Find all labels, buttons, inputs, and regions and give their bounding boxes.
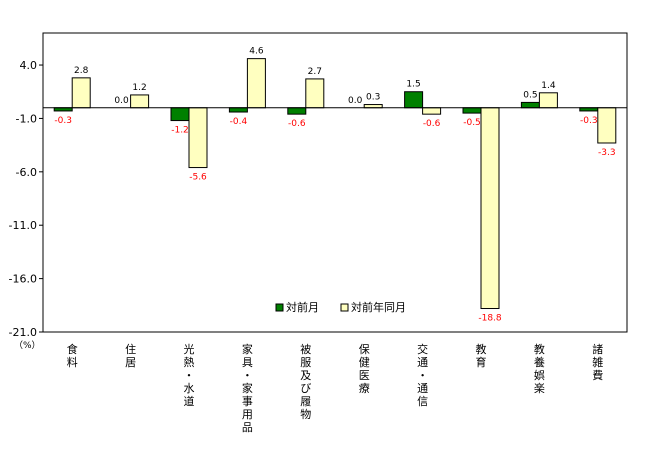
bar-month-over-month	[170, 107, 190, 122]
y-tick-label: -16.0	[9, 273, 37, 286]
bar-month-over-month	[462, 107, 482, 114]
x-category-label: 光熱・水道	[184, 342, 195, 408]
legend-swatch-month-over-month	[275, 303, 284, 312]
y-axis: 4.0 -1.0 -6.0 -11.0 -16.0 -21.0	[9, 59, 43, 339]
plot-area	[42, 32, 628, 333]
bar-year-over-year	[422, 107, 442, 115]
data-label: -5.6	[189, 173, 207, 183]
y-tick-label: -11.0	[9, 219, 37, 232]
x-category-label: 教養娯楽	[534, 343, 545, 395]
y-unit-label: （%）	[14, 340, 41, 351]
data-label: 2.7	[308, 67, 322, 77]
x-category-label: 家具・家事用品	[242, 342, 253, 434]
bar-month-over-month	[520, 101, 540, 109]
data-label: -18.8	[478, 314, 502, 324]
data-label: 0.0	[348, 96, 363, 106]
y-tick-label: -21.0	[9, 326, 37, 339]
y-tick-label: 4.0	[20, 59, 38, 72]
bar-month-over-month	[287, 107, 307, 115]
y-tick-label: -1.0	[16, 112, 37, 125]
data-label: 1.2	[132, 83, 146, 93]
legend: 対前月 対前年同月	[275, 300, 406, 314]
x-category-label: 保健医療	[359, 342, 370, 395]
data-label: -0.6	[423, 119, 441, 129]
bar-year-over-year	[597, 107, 617, 144]
bars	[43, 58, 627, 310]
x-category-label: 被服及び履物	[300, 343, 311, 421]
y-tick-label: -6.0	[16, 166, 37, 179]
data-label: -0.6	[288, 119, 306, 129]
bar-year-over-year	[71, 77, 91, 109]
legend-swatch-year-over-year	[340, 303, 349, 312]
bar-month-over-month	[228, 107, 248, 113]
bar-year-over-year	[130, 94, 150, 109]
data-label: -1.2	[171, 126, 189, 136]
data-label: 1.4	[541, 81, 556, 91]
bar-year-over-year	[538, 92, 558, 109]
legend-label: 対前月	[286, 300, 319, 314]
plot-border	[42, 32, 628, 333]
x-category-label: 住居	[125, 342, 136, 369]
data-label: -0.3	[580, 116, 598, 126]
x-category-label: 食料	[67, 342, 78, 369]
x-axis: 食料 住居 光熱・水道 家具・家事用品 被服及び履物 保健医療 交通・通信 教育 教養娯楽 諸雑費	[67, 342, 604, 434]
bar-year-over-year	[246, 58, 266, 109]
data-label: -0.4	[230, 117, 248, 127]
bar-month-over-month	[404, 91, 424, 109]
data-label: 0.5	[523, 90, 537, 100]
bar-year-over-year	[480, 107, 500, 310]
bar-year-over-year	[188, 107, 208, 169]
data-label: -0.5	[463, 118, 481, 128]
x-category-label: 交通・通信	[417, 342, 428, 408]
data-label: 1.5	[406, 80, 420, 90]
x-category-label: 諸雑費	[592, 342, 603, 382]
data-label: 2.8	[74, 66, 89, 76]
data-label: -0.3	[54, 116, 72, 126]
data-label: -3.3	[598, 148, 616, 158]
data-label: 0.0	[114, 96, 129, 106]
data-label: 4.6	[249, 47, 264, 57]
data-label: 0.3	[366, 93, 380, 103]
bar-year-over-year	[305, 78, 325, 109]
legend-label: 対前年同月	[351, 300, 406, 314]
value-labels: -0.3 0.0 -1.2 -0.4 -0.6 0.0 1.5 -0.5 0.5 -0.3 2.8 1…	[54, 47, 615, 324]
x-category-label: 教育	[476, 343, 487, 369]
